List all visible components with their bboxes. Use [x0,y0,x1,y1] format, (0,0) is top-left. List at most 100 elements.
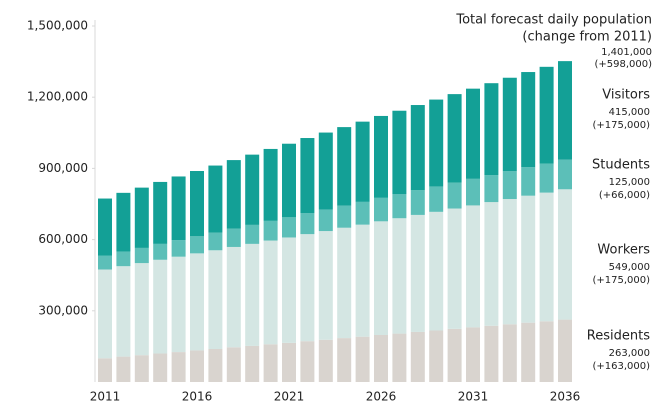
bar-segment [98,358,112,382]
bar-segment [355,224,370,337]
series-change: (+175,000) [592,120,650,131]
bar-segment [171,352,186,382]
bar-segment [539,192,554,322]
bar-segment [134,355,149,382]
bar-segment [521,322,536,382]
total-title: Total forecast daily population [455,13,652,28]
y-tick-label: 1,500,000 [27,19,88,33]
legend-label: Students [592,158,650,173]
bar-segment [153,259,168,354]
bar-segment [98,198,112,256]
legend-label: Workers [597,243,650,258]
series-change: (+175,000) [592,275,650,286]
bar-segment [134,187,149,248]
x-tick-label: 2031 [458,390,489,404]
legend-label: Residents [587,329,650,344]
bar-segment [447,328,462,382]
legend-label: Visitors [602,88,650,103]
bar-segment [208,250,223,350]
bar-segment [190,236,204,254]
bar-segment [502,199,517,325]
bar-segment [374,335,388,382]
bar-segment [318,209,333,232]
series-change: (+163,000) [592,361,650,372]
bar-segment [484,83,499,176]
bar-segment [263,240,278,345]
bar-segment [355,121,370,202]
series-value: 549,000 [609,262,650,273]
bar-segment [410,105,425,191]
bar-segment [429,211,444,331]
bar-segment [300,341,315,382]
bar-segment [171,176,186,241]
bar-segment [539,66,554,164]
bar-segment [521,167,536,196]
bar-segment [116,356,131,382]
bar-segment [374,115,388,198]
bar-segment [245,154,260,225]
bar-segment [263,220,278,241]
bar-segment [355,336,370,382]
bar-segment [98,255,112,270]
y-tick-label: 1,200,000 [27,90,88,104]
bar-segment [282,237,296,343]
bar-segment [245,243,260,346]
y-tick-label: 600,000 [38,232,88,246]
bar-segment [318,339,333,382]
bar-segment [208,232,223,251]
bar-segment [392,110,407,195]
bar-segment [502,324,517,382]
bar-segment [190,253,204,351]
bar-segment [134,247,149,264]
bar-segment [190,350,204,382]
bar-segment [429,330,444,382]
bar-segment [484,175,499,203]
bar-segment [337,205,352,228]
series-value: 125,000 [609,177,650,188]
y-tick-label: 300,000 [38,303,88,317]
bar-segment [300,138,315,214]
total-value: 1,401,000 [601,47,652,58]
bar-segment [558,189,572,320]
bar-segment [558,61,572,160]
bar-segment [282,217,296,238]
bar-segment [337,127,352,206]
bar-segment [484,202,499,326]
bar-segment [226,246,241,348]
bar-segment [447,208,462,329]
bar-segment [318,231,333,340]
bar-segment [410,190,425,215]
bar-segment [558,319,572,382]
bar-segment [410,214,425,332]
bar-segment [539,163,554,193]
bar-segment [171,256,186,353]
series-value: 263,000 [609,348,650,359]
bar-segment [116,251,131,267]
bar-segment [153,353,168,382]
x-tick-label: 2016 [182,390,213,404]
bar-segment [521,195,536,323]
bar-segment [153,243,168,260]
x-tick-label: 2021 [274,390,305,404]
bar-segment [245,224,260,244]
bar-segment [300,234,315,342]
bar-segment [392,333,407,382]
bar-segment [226,228,241,247]
x-tick-label: 2026 [366,390,397,404]
bar-segment [226,160,241,229]
x-tick-label: 2011 [90,390,121,404]
bar-segment [318,132,333,210]
bar-segment [263,344,278,382]
bar-segment [466,88,480,179]
y-tick-label: 900,000 [38,161,88,175]
bar-segment [134,263,149,356]
bar-segment [484,325,499,382]
bar-segment [502,171,517,200]
bar-segment [466,178,480,206]
series-change: (+66,000) [599,190,650,201]
series-value: 415,000 [609,107,650,118]
bar-segment [116,192,131,252]
bar-segment [263,148,278,221]
bar-segment [98,269,112,359]
